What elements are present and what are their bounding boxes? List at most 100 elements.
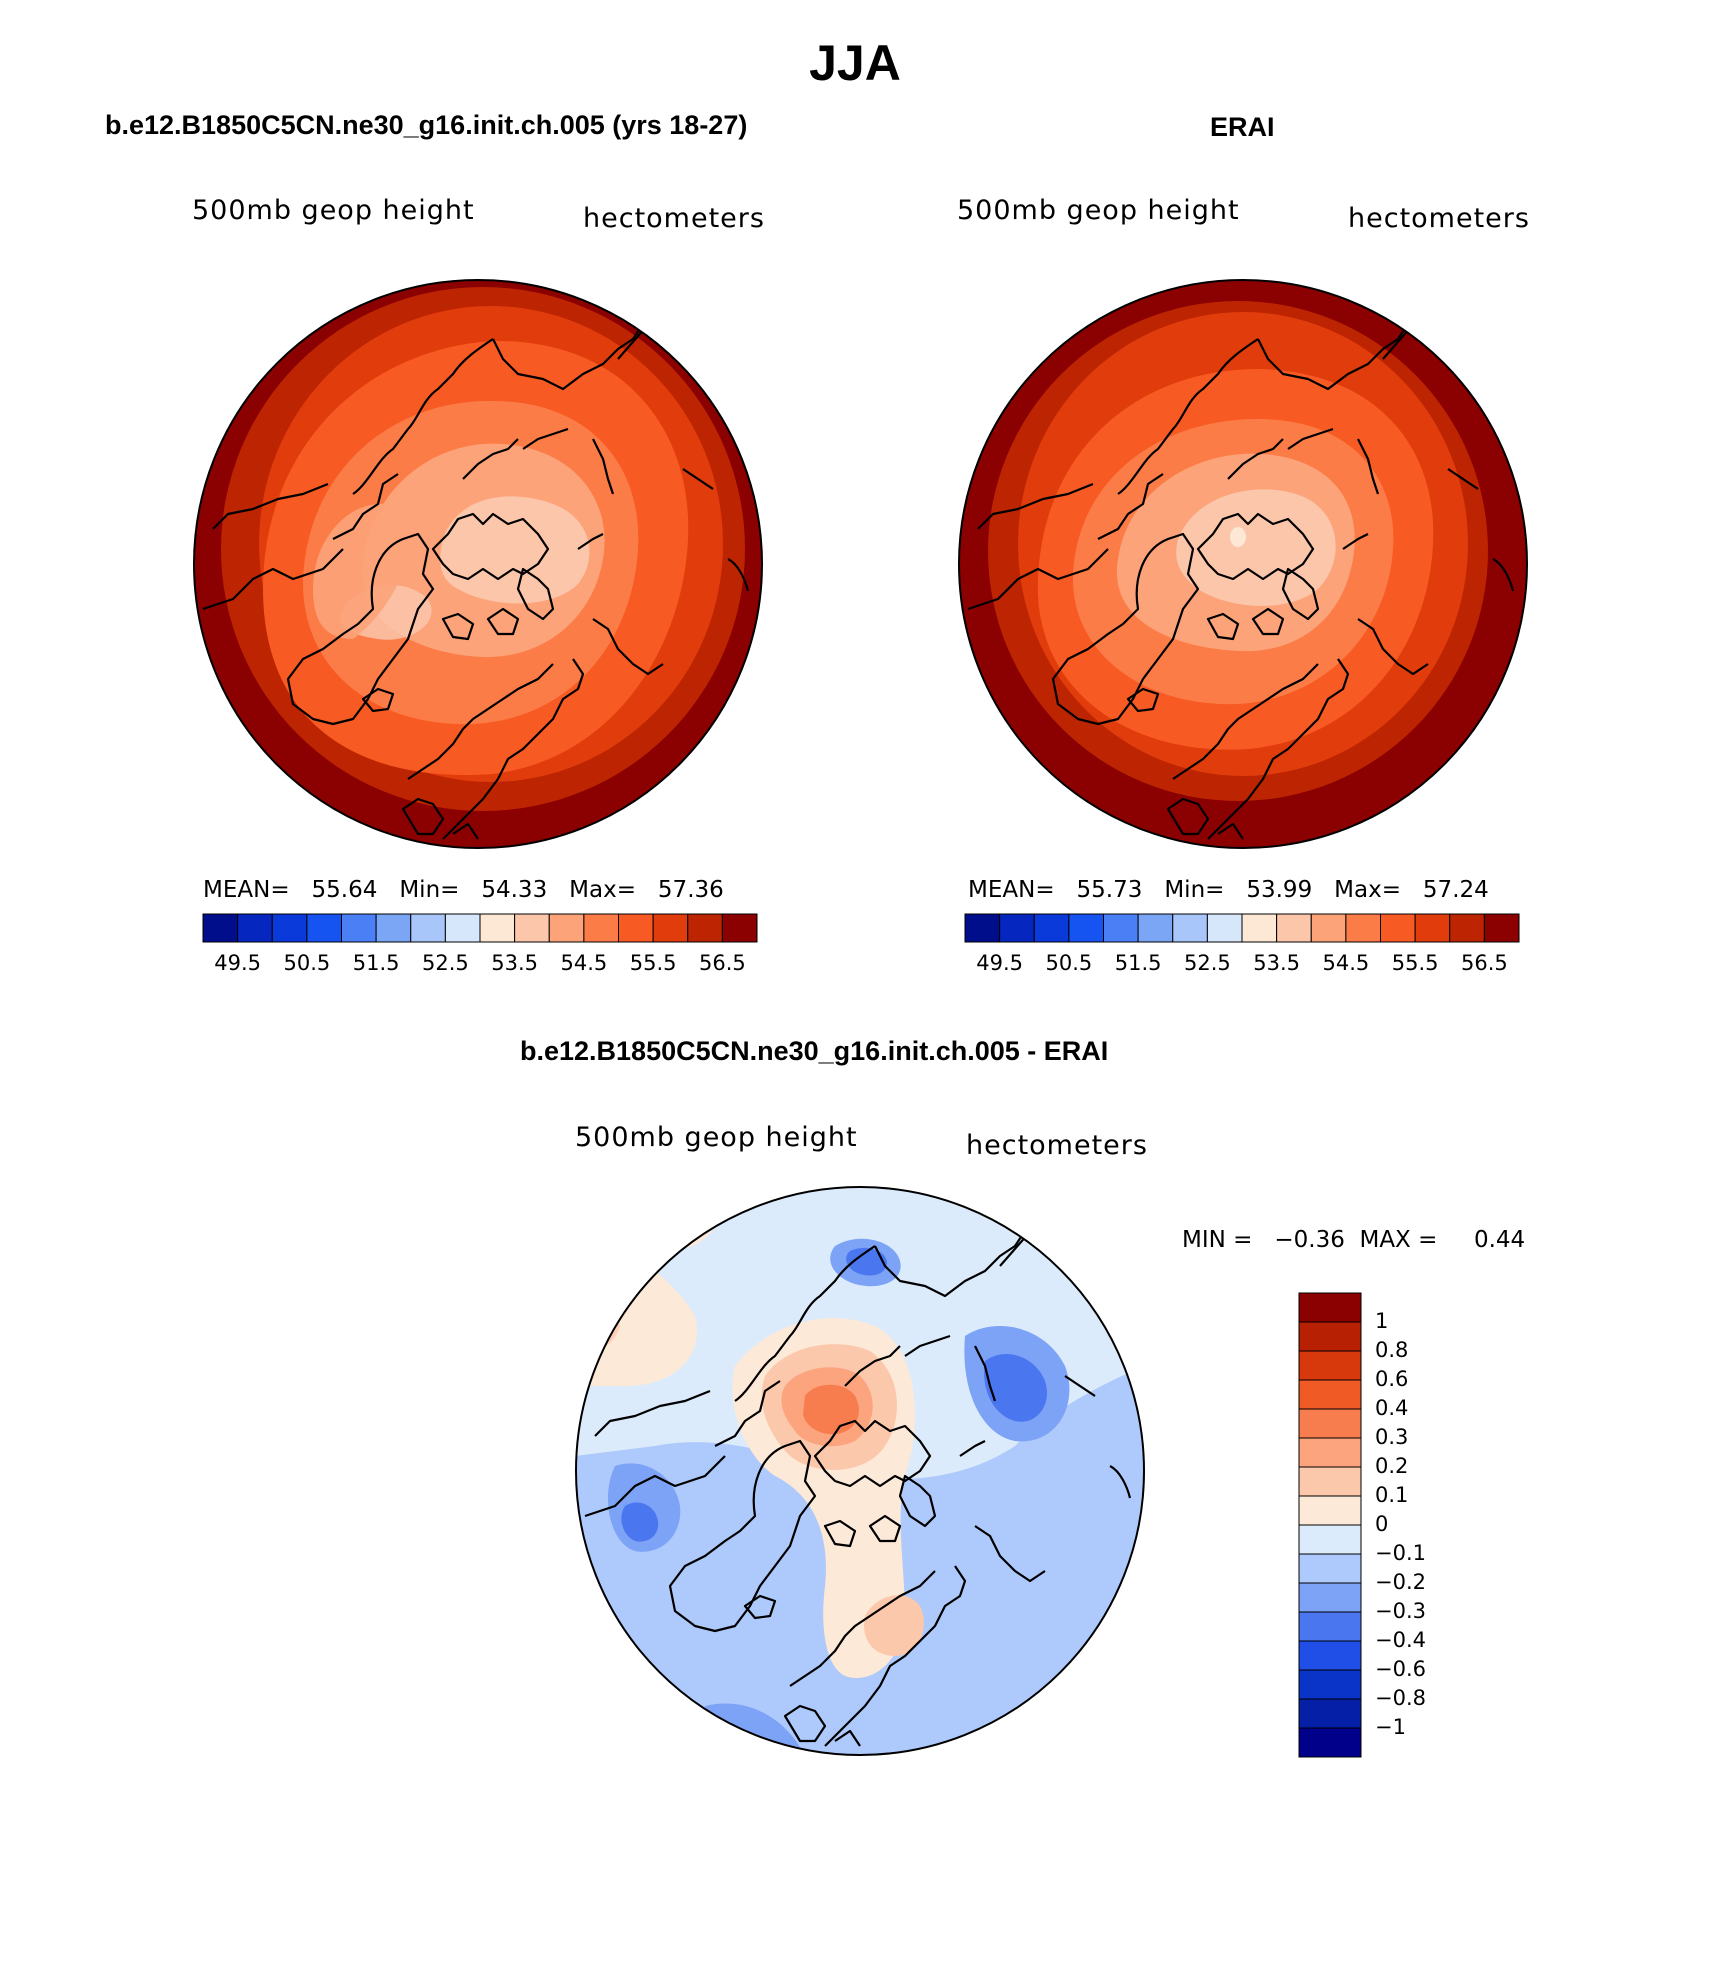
panel-obs-right-label: hectometers: [1348, 203, 1530, 234]
diff-colorbar-level-label: −0.2: [1375, 1570, 1426, 1594]
diff-colorbar-level-label: −0.4: [1375, 1628, 1426, 1652]
diff-colorbar-swatch: [1298, 1350, 1362, 1381]
diff-colorbar-level-label: 0.2: [1375, 1454, 1409, 1478]
diff-colorbar-level-label: 0.4: [1375, 1396, 1409, 1420]
diff-colorbar-swatch: [1298, 1553, 1362, 1584]
obs-colorbar-swatch: [1241, 913, 1278, 943]
obs-colorbar-tick-label: 50.5: [1045, 951, 1093, 975]
diff-colorbar-swatch: [1298, 1379, 1362, 1410]
diff-colorbar-level-label: 0.6: [1375, 1367, 1409, 1391]
obs-coastlines: [967, 303, 1515, 840]
model-colorbar-tick-label: 49.5: [214, 951, 261, 975]
diff-colorbar-level-label: −0.1: [1375, 1541, 1426, 1565]
diff-coastlines: [584, 1210, 1132, 1747]
diff-colorbar-swatch: [1298, 1698, 1362, 1729]
model-colorbar-swatch: [652, 913, 689, 943]
obs-colorbar-swatch: [1449, 913, 1485, 943]
obs-min-label: Min=: [1164, 877, 1225, 903]
obs-colorbar-tick-label: 49.5: [976, 951, 1023, 975]
panel-obs-left-label: 500mb geop height: [957, 195, 1240, 226]
diff-colorbar-swatch: [1298, 1292, 1362, 1323]
obs-polar-map: [958, 279, 1528, 849]
obs-colorbar-swatch: [1345, 913, 1382, 943]
model-colorbar-tick-label: 50.5: [283, 951, 331, 975]
obs-band-53.5: [1176, 489, 1336, 606]
diff-colorbar-level-label: −0.8: [1375, 1686, 1426, 1710]
model-colorbar: [202, 913, 758, 943]
obs-colorbar-swatch: [1310, 913, 1347, 943]
obs-colorbar-tick-label: 53.5: [1253, 951, 1300, 975]
obs-colorbar-swatch: [1172, 913, 1208, 943]
obs-mean-value: 55.73: [1076, 877, 1143, 903]
model-mean-value: 55.64: [311, 877, 378, 903]
obs-colorbar-swatch: [1414, 913, 1451, 943]
diff-colorbar-swatch: [1298, 1611, 1362, 1642]
obs-min-value: 53.99: [1246, 877, 1313, 903]
model-colorbar-tick-label: 56.5: [698, 951, 746, 975]
diff-colorbar-level-label: 0.8: [1375, 1338, 1409, 1362]
obs-colorbar-swatch: [1103, 913, 1139, 943]
diff-colorbar-swatch: [1298, 1669, 1362, 1700]
obs-map-border: [958, 279, 1528, 849]
diff-colorbar-level-label: −0.6: [1375, 1657, 1426, 1681]
model-colorbar-swatch: [341, 913, 377, 943]
obs-stats: MEAN= 55.73 Min= 53.99 Max= 57.24: [968, 877, 1489, 903]
panel-model-right-label: hectometers: [583, 203, 765, 234]
model-band-53.5: [440, 496, 590, 604]
obs-colorbar-swatch: [1206, 913, 1243, 943]
obs-colorbar-tick-label: 54.5: [1322, 951, 1370, 975]
model-colorbar-tick-label: 53.5: [491, 951, 538, 975]
diff-band-neg0.4-east: [984, 1353, 1047, 1422]
diff-colorbar-swatch: [1298, 1582, 1362, 1613]
model-colorbar-swatch: [237, 913, 273, 943]
diff-min-value: −0.36: [1274, 1227, 1345, 1253]
diff-band-pos0.3: [803, 1384, 859, 1435]
diff-colorbar-swatch: [1298, 1495, 1362, 1526]
diff-colorbar-level-label: 0: [1375, 1512, 1389, 1536]
obs-colorbar-swatch: [1137, 913, 1174, 943]
diff-colorbar-level-label: −0.3: [1375, 1599, 1426, 1623]
diff-colorbar-swatch: [1298, 1408, 1362, 1439]
panel-model-left-label: 500mb geop height: [192, 195, 475, 226]
model-colorbar-swatch: [410, 913, 446, 943]
model-map-border: [193, 279, 763, 849]
model-min-value: 54.33: [481, 877, 548, 903]
obs-max-value: 57.24: [1422, 877, 1489, 903]
obs-colorbar-swatch: [999, 913, 1035, 943]
model-colorbar-tick-label: 51.5: [352, 951, 400, 975]
diff-colorbar-swatch: [1298, 1321, 1362, 1352]
model-polar-map: [193, 279, 763, 849]
obs-colorbar-tick-label: 55.5: [1391, 951, 1439, 975]
model-colorbar-tick-label: 55.5: [629, 951, 677, 975]
model-colorbar-tick-label: 54.5: [560, 951, 608, 975]
diff-colorbar-level-label: −1: [1375, 1715, 1406, 1739]
model-colorbar-tick-label: 52.5: [421, 951, 469, 975]
diff-max-value: 0.44: [1473, 1227, 1526, 1253]
model-colorbar-swatch: [548, 913, 585, 943]
diff-min-label: MIN =: [1182, 1227, 1253, 1253]
model-colorbar-swatch: [479, 913, 516, 943]
panel-model-title: b.e12.B1850C5CN.ne30_g16.init.ch.005 (yr…: [105, 110, 748, 140]
figure-title: JJA: [809, 35, 901, 91]
diff-colorbar-swatch: [1298, 1727, 1362, 1758]
obs-colorbar-swatch: [1033, 913, 1070, 943]
model-colorbar-swatch: [306, 913, 343, 943]
model-max-value: 57.36: [657, 877, 724, 903]
model-max-label: Max=: [569, 877, 636, 903]
obs-colorbar: [964, 913, 1520, 943]
obs-colorbar-swatch: [1483, 913, 1520, 943]
diff-colorbar-level-label: 0.1: [1375, 1483, 1409, 1507]
model-mean-label: MEAN=: [203, 877, 290, 903]
model-colorbar-swatch: [375, 913, 412, 943]
model-colorbar-swatch: [721, 913, 758, 943]
panel-diff-title: b.e12.B1850C5CN.ne30_g16.init.ch.005 - E…: [520, 1036, 1109, 1066]
diff-map-border: [575, 1186, 1145, 1756]
model-stats: MEAN= 55.64 Min= 54.33 Max= 57.36: [203, 877, 724, 903]
diff-max-label: MAX =: [1359, 1227, 1438, 1253]
panel-diff-left-label: 500mb geop height: [575, 1122, 858, 1153]
diff-band-pos0-nw: [576, 1226, 697, 1386]
obs-band-53: [1230, 527, 1246, 547]
diff-colorbar-swatch: [1298, 1466, 1362, 1497]
obs-colorbar-tick-label: 52.5: [1183, 951, 1231, 975]
obs-colorbar-swatch: [1276, 913, 1312, 943]
